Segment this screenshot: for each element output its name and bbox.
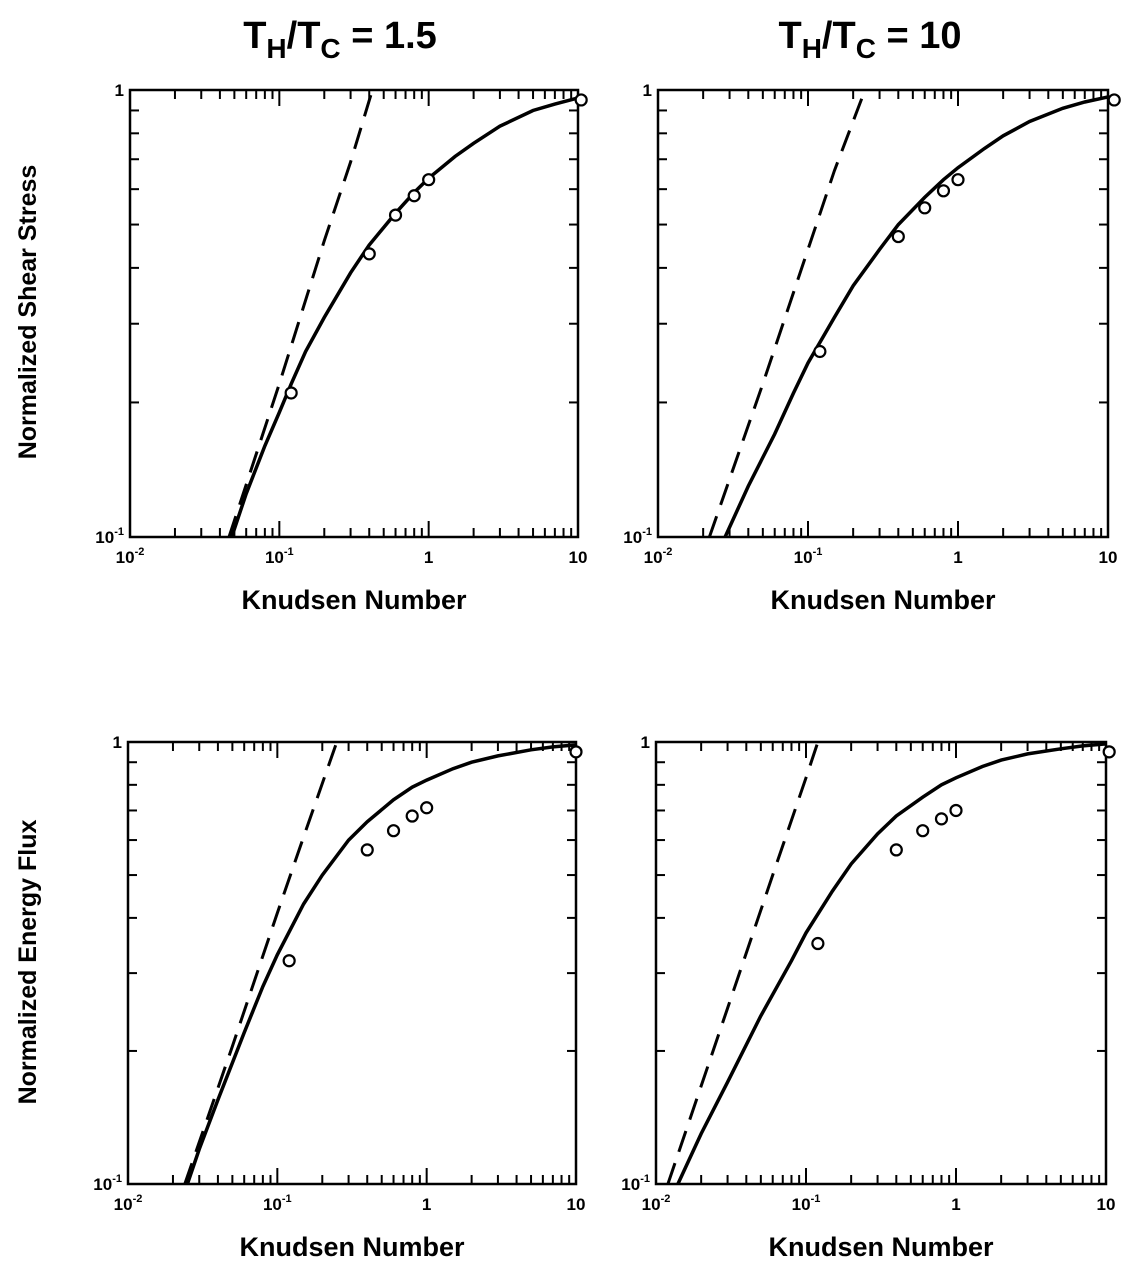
data-point-marker bbox=[422, 173, 436, 187]
row-label-energy-flux: Normalized Energy Flux bbox=[14, 820, 42, 1105]
y-tick-label: 10-1 bbox=[93, 1173, 122, 1194]
data-point-marker bbox=[407, 189, 421, 203]
y-tick-label: 1 bbox=[643, 81, 652, 100]
solid-curve bbox=[230, 96, 579, 537]
column-title-left: TH/TC = 1.5 bbox=[243, 15, 437, 64]
x-tick-label: 1 bbox=[422, 1195, 431, 1214]
plot-frame bbox=[128, 88, 580, 539]
data-point-marker bbox=[934, 812, 949, 826]
y-tick-label: 10-1 bbox=[95, 526, 124, 547]
data-point-marker bbox=[420, 801, 434, 815]
data-point-marker bbox=[405, 809, 419, 823]
x-tick-label: 10 bbox=[1099, 548, 1118, 567]
data-point-marker bbox=[918, 201, 932, 215]
data-point-marker bbox=[284, 386, 298, 400]
data-point-marker bbox=[1102, 745, 1116, 759]
dashed-curve bbox=[183, 741, 339, 1184]
x-axis-label: Knudsen Number bbox=[768, 1232, 994, 1262]
row-label-shear-stress: Normalized Shear Stress bbox=[14, 165, 42, 460]
data-point-marker bbox=[388, 208, 403, 222]
data-point-marker bbox=[949, 803, 963, 818]
x-tick-label: 10-2 bbox=[114, 1193, 143, 1214]
x-tick-label: 10-1 bbox=[263, 1193, 292, 1214]
y-tick-label: 1 bbox=[641, 733, 650, 752]
y-tick-label: 10-1 bbox=[623, 526, 652, 547]
data-point-marker bbox=[282, 954, 296, 968]
dashed-curve bbox=[707, 89, 867, 537]
x-tick-label: 10 bbox=[569, 548, 588, 567]
data-point-marker bbox=[813, 344, 827, 359]
data-point-marker bbox=[569, 745, 583, 759]
data-point-marker bbox=[574, 93, 588, 107]
x-tick-label: 10-1 bbox=[265, 546, 294, 567]
data-point-marker bbox=[889, 843, 903, 857]
x-axis-label: Knudsen Number bbox=[770, 585, 996, 615]
y-tick-label: 1 bbox=[113, 733, 122, 752]
data-point-marker bbox=[811, 936, 825, 951]
y-tick-label: 10-1 bbox=[621, 1173, 650, 1194]
solid-curve bbox=[676, 742, 1107, 1184]
x-tick-label: 10-2 bbox=[116, 546, 145, 567]
data-point-marker bbox=[951, 173, 965, 187]
x-tick-label: 1 bbox=[951, 1195, 960, 1214]
solid-curve bbox=[723, 95, 1109, 537]
dashed-curve bbox=[666, 741, 820, 1184]
y-tick-label: 1 bbox=[115, 81, 124, 100]
data-point-marker bbox=[386, 824, 401, 838]
x-tick-label: 10-1 bbox=[792, 1193, 821, 1214]
x-tick-label: 1 bbox=[424, 548, 433, 567]
x-tick-label: 10-2 bbox=[644, 546, 673, 567]
x-tick-label: 10 bbox=[1097, 1195, 1116, 1214]
x-axis-label: Knudsen Number bbox=[239, 1232, 465, 1262]
x-tick-label: 10-1 bbox=[794, 546, 823, 567]
data-point-marker bbox=[362, 247, 376, 261]
plot-frame bbox=[654, 740, 1108, 1186]
data-point-marker bbox=[916, 824, 930, 838]
x-tick-label: 10-2 bbox=[642, 1193, 671, 1214]
x-tick-label: 10 bbox=[567, 1195, 586, 1214]
plot-frame bbox=[126, 740, 578, 1186]
dashed-curve bbox=[227, 89, 374, 537]
x-tick-label: 1 bbox=[953, 548, 962, 567]
solid-curve bbox=[185, 743, 577, 1184]
data-point-marker bbox=[1107, 93, 1121, 107]
column-title-right: TH/TC = 10 bbox=[778, 15, 961, 64]
plot-frame bbox=[656, 88, 1110, 539]
x-axis-label: Knudsen Number bbox=[241, 585, 467, 615]
data-point-marker bbox=[360, 843, 374, 857]
data-point-marker bbox=[936, 184, 951, 198]
data-point-marker bbox=[891, 229, 905, 244]
